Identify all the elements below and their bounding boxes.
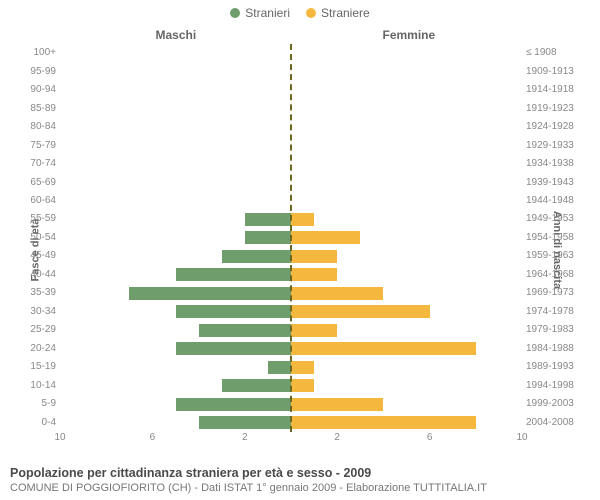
birth-year-label: 2004-2008 <box>526 418 584 428</box>
x-tick: 6 <box>150 432 156 443</box>
plot-area: 100+≤ 190895-991909-191390-941914-191885… <box>60 44 522 432</box>
legend-label: Straniere <box>321 6 370 20</box>
bar-male <box>176 342 292 355</box>
caption: Popolazione per cittadinanza straniera p… <box>10 466 590 494</box>
birth-year-label: 1964-1968 <box>526 270 584 280</box>
birth-year-label: 1939-1943 <box>526 178 584 188</box>
x-tick: 10 <box>516 432 527 443</box>
birth-year-label: 1984-1988 <box>526 344 584 354</box>
legend-swatch <box>306 8 316 18</box>
age-label: 90-94 <box>22 85 56 95</box>
bar-female <box>291 231 360 244</box>
birth-year-label: 1974-1978 <box>526 307 584 317</box>
bar-female <box>291 379 314 392</box>
caption-title: Popolazione per cittadinanza straniera p… <box>10 466 590 480</box>
legend-swatch <box>230 8 240 18</box>
birth-year-label: 1979-1983 <box>526 325 584 335</box>
age-label: 50-54 <box>22 233 56 243</box>
bar-male <box>199 416 291 429</box>
birth-year-label: 1944-1948 <box>526 196 584 206</box>
age-label: 25-29 <box>22 325 56 335</box>
age-label: 40-44 <box>22 270 56 280</box>
birth-year-label: 1969-1973 <box>526 288 584 298</box>
bar-male <box>245 231 291 244</box>
birth-year-label: 1954-1958 <box>526 233 584 243</box>
age-label: 35-39 <box>22 288 56 298</box>
bar-female <box>291 361 314 374</box>
age-label: 5-9 <box>22 399 56 409</box>
birth-year-label: 1929-1933 <box>526 141 584 151</box>
x-tick: 2 <box>242 432 248 443</box>
birth-year-label: 1919-1923 <box>526 104 584 114</box>
bar-female <box>291 324 337 337</box>
bar-female <box>291 250 337 263</box>
age-label: 85-89 <box>22 104 56 114</box>
column-title-male: Maschi <box>156 28 197 42</box>
age-label: 70-74 <box>22 159 56 169</box>
age-label: 15-19 <box>22 362 56 372</box>
x-tick: 2 <box>334 432 340 443</box>
bar-female <box>291 268 337 281</box>
birth-year-label: 1999-2003 <box>526 399 584 409</box>
column-title-female: Femmine <box>383 28 436 42</box>
bar-female <box>291 305 430 318</box>
bar-male <box>222 379 291 392</box>
bar-male <box>176 305 292 318</box>
age-label: 65-69 <box>22 178 56 188</box>
population-pyramid-chart: StranieriStraniere Maschi Femmine Fasce … <box>0 0 600 500</box>
bar-male <box>268 361 291 374</box>
legend-item: Straniere <box>306 6 370 20</box>
center-divider <box>290 44 292 432</box>
age-label: 45-49 <box>22 251 56 261</box>
age-label: 100+ <box>22 48 56 58</box>
age-label: 30-34 <box>22 307 56 317</box>
birth-year-label: 1914-1918 <box>526 85 584 95</box>
birth-year-label: 1989-1993 <box>526 362 584 372</box>
birth-year-label: 1924-1928 <box>526 122 584 132</box>
legend-label: Stranieri <box>245 6 290 20</box>
bar-female <box>291 398 383 411</box>
bar-male <box>176 268 292 281</box>
age-label: 60-64 <box>22 196 56 206</box>
bar-male <box>129 287 291 300</box>
x-axis: 10622610 <box>60 432 522 446</box>
bar-female <box>291 342 476 355</box>
bar-male <box>176 398 292 411</box>
birth-year-label: 1994-1998 <box>526 381 584 391</box>
age-label: 80-84 <box>22 122 56 132</box>
age-label: 20-24 <box>22 344 56 354</box>
x-tick: 6 <box>427 432 433 443</box>
bar-male <box>222 250 291 263</box>
age-label: 75-79 <box>22 141 56 151</box>
bar-female <box>291 287 383 300</box>
bar-female <box>291 416 476 429</box>
age-label: 55-59 <box>22 214 56 224</box>
birth-year-label: 1949-1953 <box>526 214 584 224</box>
birth-year-label: ≤ 1908 <box>526 48 584 58</box>
legend-item: Stranieri <box>230 6 290 20</box>
bar-male <box>245 213 291 226</box>
birth-year-label: 1909-1913 <box>526 67 584 77</box>
age-label: 0-4 <box>22 418 56 428</box>
age-label: 95-99 <box>22 67 56 77</box>
birth-year-label: 1959-1963 <box>526 251 584 261</box>
bar-female <box>291 213 314 226</box>
age-label: 10-14 <box>22 381 56 391</box>
x-tick: 10 <box>54 432 65 443</box>
birth-year-label: 1934-1938 <box>526 159 584 169</box>
bar-male <box>199 324 291 337</box>
caption-subtitle: COMUNE DI POGGIOFIORITO (CH) - Dati ISTA… <box>10 482 590 494</box>
legend: Stranieri Straniere <box>0 6 600 21</box>
